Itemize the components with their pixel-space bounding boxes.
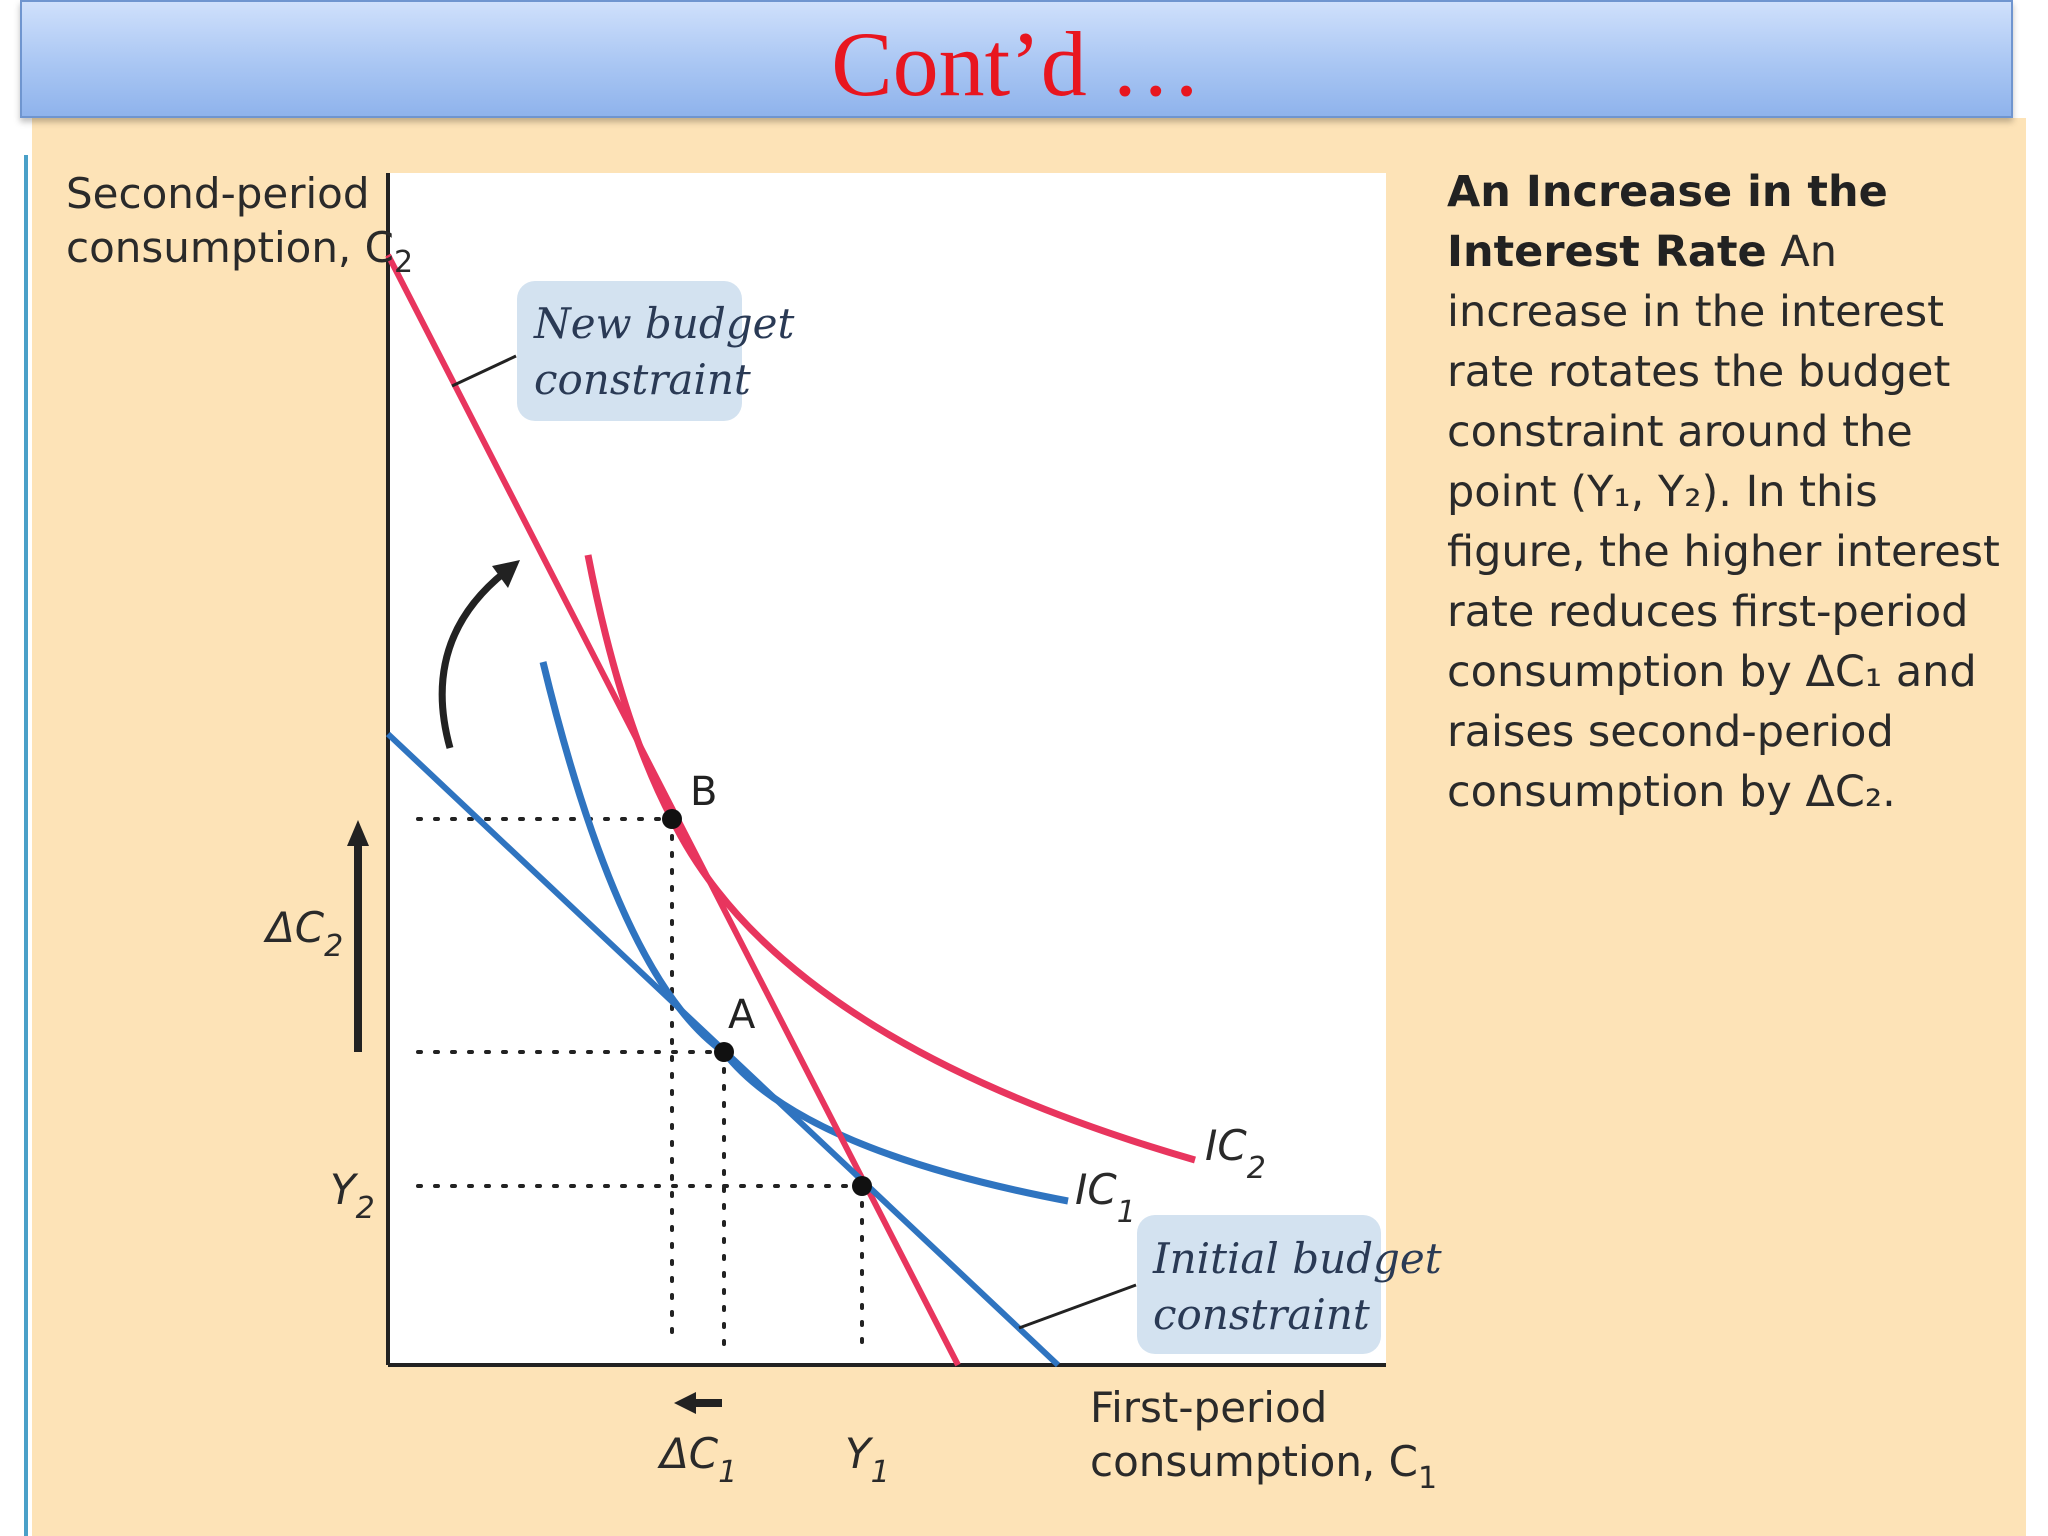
point-b-marker [662,809,682,829]
new-budget-text-2: constraint [534,355,751,404]
initial-budget-leader [1018,1283,1137,1330]
slide-title: Cont’d … [831,13,1202,115]
y-axis-label-2: consumption, C2 [66,223,413,280]
x-axis-label-2: consumption, C1 [1090,1437,1437,1496]
delta-c1-arrowhead-icon [674,1392,696,1414]
delta-c1-label: ΔC1 [657,1429,737,1490]
y1-tick-label: Y1 [845,1429,890,1490]
y2-tick-label: Y2 [330,1165,375,1226]
figure-caption: An Increase in the Interest Rate An incr… [1447,162,2027,822]
point-b-label: B [690,769,717,815]
rotation-arrowhead-icon [492,560,520,588]
caption-body: An increase in the interest rate rotates… [1447,227,2000,817]
point-a-marker [714,1042,734,1062]
delta-c2-label: ΔC2 [263,903,343,964]
point-a-label: A [728,992,756,1038]
title-bar: Cont’d … [20,0,2013,118]
rotation-arrow-icon [438,569,508,749]
y-axis-label-1: Second-period [66,169,370,218]
initial-budget-box [1137,1215,1381,1354]
delta-c2-arrowhead-icon [347,820,369,846]
x-axis-label-1: First-period [1090,1383,1327,1432]
ic1-label: IC1 [1075,1165,1136,1230]
left-accent-rule [24,155,28,1536]
initial-budget-text-1: Initial budget [1152,1234,1442,1283]
new-budget-leader [451,354,517,388]
initial-budget-text-2: constraint [1153,1290,1370,1339]
caption-title: An Increase in the Interest Rate [1447,167,1888,277]
ic2-label: IC2 [1205,1121,1266,1186]
new-budget-box [517,281,742,421]
new-budget-text-1: New budget [533,299,794,348]
endowment-point-marker [852,1176,872,1196]
